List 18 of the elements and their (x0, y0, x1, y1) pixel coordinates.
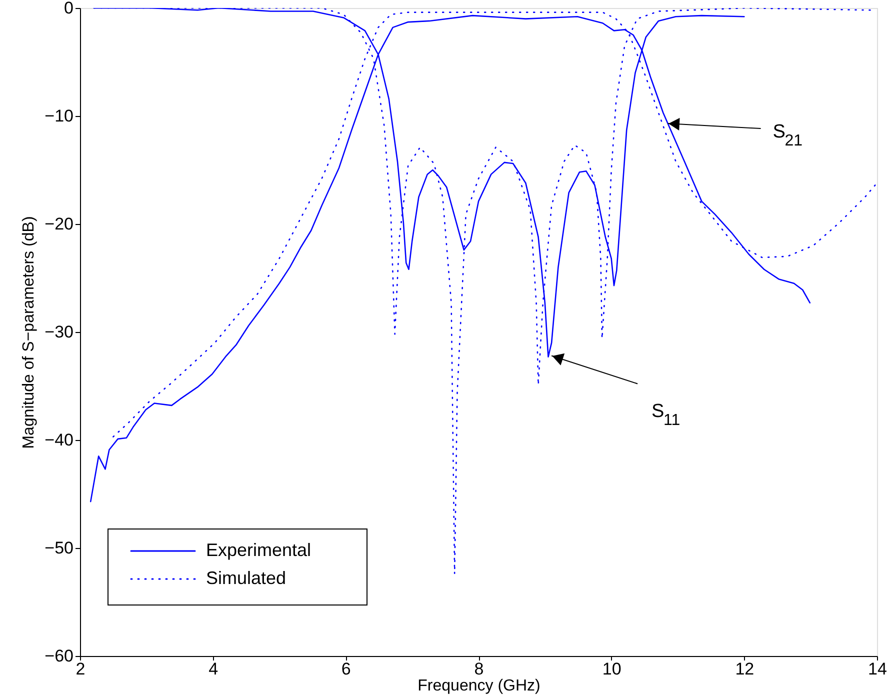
legend-label: Experimental (206, 540, 312, 560)
x-tick-label: 4 (208, 660, 218, 678)
y-tick-label: −30 (44, 322, 74, 342)
y-tick-label: −40 (44, 430, 74, 450)
y-tick-label: −20 (44, 214, 74, 234)
x-tick-label: 10 (602, 660, 622, 678)
y-tick-label: −50 (44, 538, 74, 558)
y-tick-label: 0 (64, 0, 74, 18)
legend-label: Simulated (206, 568, 286, 588)
x-tick-label: 2 (76, 660, 86, 678)
y-tick-label: −60 (44, 646, 74, 666)
x-tick-label: 14 (868, 660, 887, 678)
x-tick-label: 6 (341, 660, 351, 678)
y-tick-label: −10 (44, 106, 74, 126)
y-axis-title: Magnitude of S−parameters (dB) (20, 216, 38, 449)
x-tick-label: 12 (735, 660, 754, 678)
x-axis-title: Frequency (GHz) (418, 678, 540, 694)
x-tick-label: 8 (474, 660, 484, 678)
